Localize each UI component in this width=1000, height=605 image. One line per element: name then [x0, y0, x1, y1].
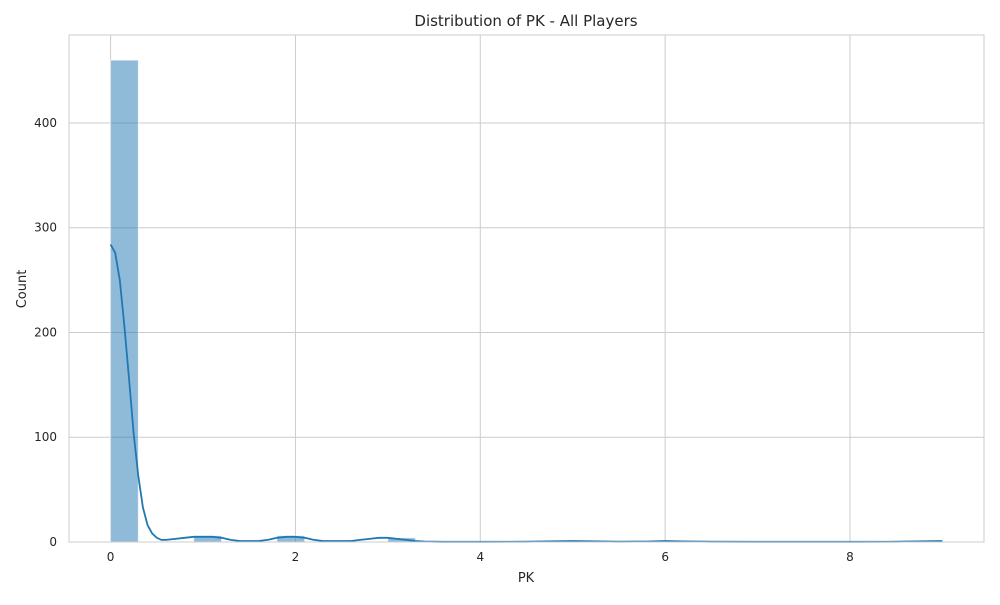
- y-tick-label: 0: [49, 535, 57, 549]
- y-axis-label: Count: [15, 270, 30, 309]
- y-tick-label: 300: [34, 221, 57, 235]
- chart-title: Distribution of PK - All Players: [414, 12, 637, 30]
- x-tick-label: 8: [846, 550, 854, 564]
- y-tick-label: 200: [34, 325, 57, 339]
- y-tick-label: 400: [34, 116, 57, 130]
- x-axis-label: PK: [518, 571, 535, 586]
- histogram-bar: [110, 59, 139, 543]
- x-tick-label: 6: [661, 550, 669, 564]
- y-tick-label: 100: [34, 430, 57, 444]
- kde-curve-group: [109, 244, 943, 543]
- x-tick-label: 0: [107, 550, 115, 564]
- plot-frame: [68, 34, 985, 543]
- histogram-bars: [110, 59, 943, 543]
- x-tick-label: 2: [292, 550, 300, 564]
- x-tick-label: 4: [476, 550, 484, 564]
- tick-labels: 0 2 4 6 8 0 100 200 300 400: [34, 116, 854, 564]
- grid: [69, 35, 984, 543]
- kde-curve: [109, 244, 943, 543]
